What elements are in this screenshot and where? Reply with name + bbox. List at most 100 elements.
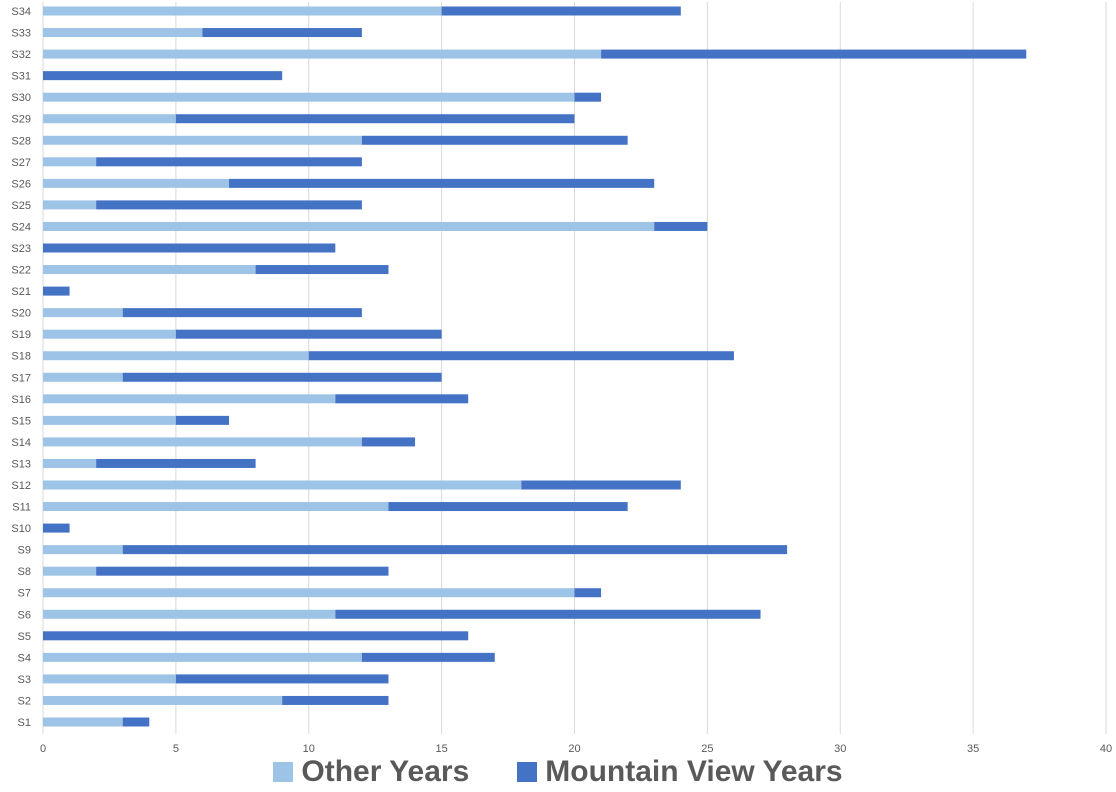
- category-label: S13: [11, 458, 31, 470]
- gridlines: [42, 2, 1107, 734]
- category-label: S24: [11, 221, 31, 233]
- category-label: S33: [11, 28, 31, 40]
- bar-s1-series-1: [122, 717, 150, 727]
- bar-s18-series-0: [43, 351, 309, 361]
- bar-s33-series-0: [43, 28, 203, 38]
- category-label: S31: [11, 71, 31, 83]
- category-label: S34: [11, 6, 31, 18]
- legend-swatch-mountain-view-years: [517, 762, 538, 782]
- category-label: S10: [11, 523, 31, 535]
- bar-s32-series-0: [43, 49, 602, 59]
- bar-s10-series-1: [43, 523, 70, 533]
- category-label: S28: [11, 135, 31, 147]
- category-label: S3: [18, 674, 31, 686]
- category-label: S32: [11, 49, 31, 61]
- bar-s17-series-1: [122, 372, 442, 382]
- bar-s33-series-1: [202, 28, 362, 38]
- category-label: S23: [11, 243, 31, 255]
- category-label: S22: [11, 265, 31, 277]
- bar-s7-series-0: [43, 588, 575, 598]
- bar-s26-series-0: [43, 178, 230, 188]
- bar-s2-series-0: [43, 695, 283, 705]
- bar-s27-series-1: [96, 157, 362, 167]
- category-label: S17: [11, 372, 31, 384]
- bar-s28-series-1: [361, 135, 628, 145]
- bar-s29-series-1: [175, 114, 575, 124]
- bar-s19-series-1: [175, 329, 442, 339]
- bar-s28-series-0: [43, 135, 362, 145]
- bar-s21-series-1: [43, 286, 70, 296]
- bar-s31-series-1: [43, 71, 283, 81]
- category-label: S30: [11, 92, 31, 104]
- bars: [43, 6, 1027, 727]
- bar-s7-series-1: [574, 588, 602, 598]
- category-label: S5: [18, 631, 31, 643]
- bar-s24-series-0: [43, 221, 655, 231]
- category-label: S16: [11, 394, 31, 406]
- bar-s12-series-0: [43, 480, 522, 490]
- bar-s32-series-1: [601, 49, 1027, 59]
- x-tick-label: 0: [40, 743, 46, 755]
- bar-s8-series-1: [96, 566, 389, 576]
- category-label: S6: [18, 609, 31, 621]
- bar-s4-series-1: [361, 652, 495, 662]
- bar-s3-series-0: [43, 674, 176, 684]
- bar-s3-series-1: [175, 674, 389, 684]
- category-label: S18: [11, 351, 31, 363]
- bar-s1-series-0: [43, 717, 123, 727]
- category-label: S20: [11, 308, 31, 320]
- bar-s8-series-0: [43, 566, 97, 576]
- bar-s5-series-1: [43, 631, 469, 641]
- category-label: S9: [18, 545, 31, 557]
- legend-item-mountain-view-years: Mountain View Years: [517, 755, 843, 789]
- bar-s29-series-0: [43, 114, 176, 124]
- bar-s30-series-0: [43, 92, 575, 102]
- category-label: S8: [18, 566, 31, 578]
- category-label: S14: [11, 437, 31, 449]
- category-label: S19: [11, 329, 31, 341]
- bar-s19-series-0: [43, 329, 176, 339]
- bar-s2-series-1: [282, 695, 389, 705]
- category-label: S26: [11, 178, 31, 190]
- category-label: S29: [11, 114, 31, 126]
- legend: Other Years Mountain View Years: [0, 752, 1116, 792]
- legend-swatch-other-years: [273, 762, 294, 782]
- bar-s6-series-0: [43, 609, 336, 619]
- x-tick-labels: 0 5 10 15 20 25 30 35 40: [40, 743, 1112, 755]
- bar-s25-series-1: [96, 200, 362, 210]
- bar-s34-series-1: [441, 6, 681, 16]
- bar-s30-series-1: [574, 92, 602, 102]
- x-tick-label: 10: [303, 743, 315, 755]
- legend-item-other-years: Other Years: [273, 755, 469, 789]
- bar-s20-series-0: [43, 308, 123, 318]
- bar-s11-series-0: [43, 502, 389, 512]
- x-tick-label: 35: [967, 743, 979, 755]
- bar-s14-series-0: [43, 437, 362, 447]
- bar-s11-series-1: [388, 502, 628, 512]
- legend-label-other-years: Other Years: [301, 755, 470, 788]
- bar-s16-series-0: [43, 394, 336, 404]
- bar-s12-series-1: [521, 480, 681, 490]
- bar-s20-series-1: [122, 308, 362, 318]
- category-label: S12: [11, 480, 31, 492]
- bar-s26-series-1: [229, 178, 655, 188]
- x-tick-label: 5: [173, 743, 179, 755]
- category-label: S25: [11, 200, 31, 212]
- category-labels: S1 S2 S3 S4 S5 S6 S7 S8 S9 S10 S11 S12 S13 S14 S15 S16 S…: [11, 6, 31, 729]
- category-label: S1: [18, 717, 31, 729]
- bar-s25-series-0: [43, 200, 97, 210]
- bar-s14-series-1: [361, 437, 416, 447]
- x-tick-label: 15: [436, 743, 448, 755]
- category-label: S4: [18, 652, 31, 664]
- bar-s22-series-1: [255, 265, 389, 275]
- bar-s24-series-1: [654, 221, 708, 231]
- bar-s13-series-1: [96, 458, 256, 468]
- bar-s4-series-0: [43, 652, 362, 662]
- x-tick-label: 30: [834, 743, 846, 755]
- bar-s27-series-0: [43, 157, 97, 167]
- category-label: S15: [11, 415, 31, 427]
- bar-s16-series-1: [335, 394, 469, 404]
- bar-s15-series-1: [175, 415, 230, 425]
- bar-s9-series-1: [122, 545, 788, 555]
